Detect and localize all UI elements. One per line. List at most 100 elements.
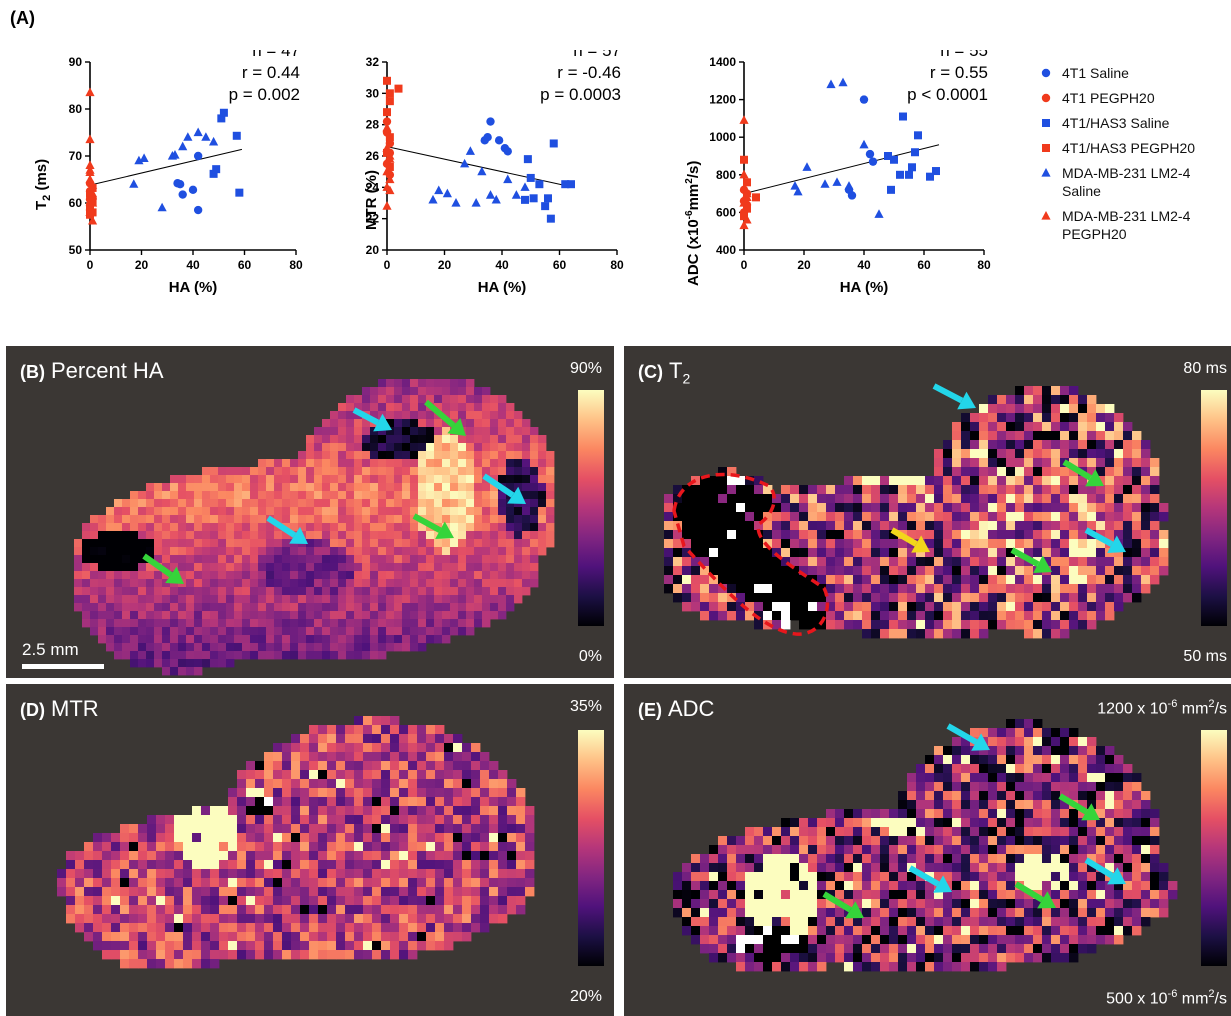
y-tick-label: 1000 <box>709 130 736 144</box>
pixel-grid <box>74 379 555 676</box>
data-point <box>232 131 241 140</box>
data-point <box>188 185 198 195</box>
panel-name: MTR <box>51 696 99 721</box>
y-label-end: /s) <box>685 161 702 179</box>
data-point <box>739 169 749 179</box>
data-point <box>85 165 95 174</box>
colorbar-min-label: 20% <box>569 988 602 1005</box>
y-tick-label: 600 <box>716 205 736 219</box>
legend-label: 4T1/HAS3 Saline <box>1062 115 1170 131</box>
panel-title: (B) Percent HA <box>20 358 164 384</box>
adc-map <box>673 719 1178 972</box>
stat-label: p = 0.002 <box>229 85 300 104</box>
legend-item: 4T1 PEGPH20 <box>1038 89 1230 107</box>
t2-map <box>664 383 1169 639</box>
y-label-unit: (ms) <box>33 159 50 195</box>
legend-marker <box>1042 119 1050 127</box>
x-tick-label: 80 <box>289 258 303 272</box>
annotation-arrow <box>424 399 466 436</box>
data-point <box>523 155 532 164</box>
data-point <box>385 89 394 98</box>
cbar-max-end: /s <box>1214 700 1227 718</box>
data-point <box>428 194 438 204</box>
y-label-main: ADC (x10 <box>685 219 702 286</box>
data-point <box>139 153 149 162</box>
legend-marker-shape <box>1041 93 1051 103</box>
x-tick-label: 20 <box>135 258 149 272</box>
data-point <box>85 134 95 144</box>
data-point <box>170 150 180 159</box>
data-point <box>178 190 187 199</box>
x-tick-label: 20 <box>438 258 452 272</box>
data-point <box>743 178 751 187</box>
legend-marker <box>1042 144 1050 152</box>
data-point <box>541 202 550 211</box>
data-point <box>385 133 394 142</box>
colorbar <box>1201 730 1227 966</box>
panel-mtr: (D) MTR 35% 20% <box>6 684 614 1016</box>
cbar-max-prefix: 1200 x 10 <box>1097 700 1168 718</box>
x-tick-label: 60 <box>917 258 931 272</box>
stat-label: n = 47 <box>252 50 300 60</box>
data-point <box>739 198 749 207</box>
data-point <box>914 131 922 140</box>
data-point <box>383 108 391 117</box>
scatter-adc-vs-ha: ADC (x10-6mm2/s) 400 600 800 1000 1200 1400 0 2… <box>684 50 991 296</box>
annotation-arrow <box>1058 793 1100 821</box>
data-point <box>742 214 752 224</box>
data-point <box>483 133 492 142</box>
y-tick-label: 90 <box>69 55 83 69</box>
panel-letter: (D) <box>20 700 45 720</box>
svg-text:MTR (%): MTR (%) <box>363 170 380 230</box>
x-tick-label: 40 <box>495 258 509 272</box>
data-point <box>460 158 470 168</box>
cbar-min-end: /s <box>1214 990 1227 1008</box>
data-point <box>385 154 395 163</box>
data-point <box>382 143 392 152</box>
x-tick-label: 0 <box>87 258 94 272</box>
annotation-arrow <box>1084 857 1126 885</box>
data-point <box>87 215 98 225</box>
data-point <box>911 148 919 157</box>
data-point <box>465 146 475 155</box>
data-point <box>157 202 167 212</box>
x-tick-label: 20 <box>797 258 811 272</box>
panel-title: (C) T2 <box>638 358 690 386</box>
legend-marker-shape <box>1042 144 1050 152</box>
data-point <box>859 95 869 104</box>
pixel-grid <box>57 716 535 969</box>
data-point <box>85 87 95 97</box>
data-point <box>561 180 570 189</box>
data-point <box>193 205 203 215</box>
svg-text:ADC (x10-6mm2/s): ADC (x10-6mm2/s) <box>684 161 702 286</box>
data-point <box>193 127 203 137</box>
data-point <box>503 174 513 184</box>
data-point <box>859 139 869 149</box>
annotation-arrow <box>932 383 976 410</box>
colorbar-max-label: 80 ms <box>1183 360 1227 377</box>
data-point <box>382 117 392 126</box>
legend-marker-shape <box>1041 68 1051 78</box>
data-point <box>87 180 98 189</box>
cbar-max-unit: mm <box>1177 700 1209 718</box>
y-tick-label: 60 <box>69 196 83 210</box>
data-point <box>477 166 487 176</box>
panel-title: (D) MTR <box>20 696 99 722</box>
data-point <box>908 163 916 172</box>
annotation-arrow <box>1084 527 1126 554</box>
data-point <box>87 190 98 200</box>
data-point <box>382 166 392 176</box>
colorbar <box>1201 390 1227 626</box>
colorbar-max-label: 1200 x 10-6 mm2/s <box>1097 698 1227 718</box>
data-point <box>521 195 529 204</box>
data-point <box>742 192 752 201</box>
y-tick-label: 32 <box>366 55 380 69</box>
data-point <box>899 112 907 121</box>
annotation-arrow <box>1014 881 1056 909</box>
panel-adc: (E) ADC 1200 x 10-6 mm2/s 500 x 10-6 mm2/… <box>624 684 1231 1016</box>
legend-item: MDA-MB-231 LM2-4 PEGPH20 <box>1038 207 1230 243</box>
annotation-arrow <box>1010 547 1052 574</box>
cbar-min-sup2: 2 <box>1208 988 1215 1000</box>
annotation-arrow <box>1062 459 1104 487</box>
data-point <box>85 207 95 216</box>
